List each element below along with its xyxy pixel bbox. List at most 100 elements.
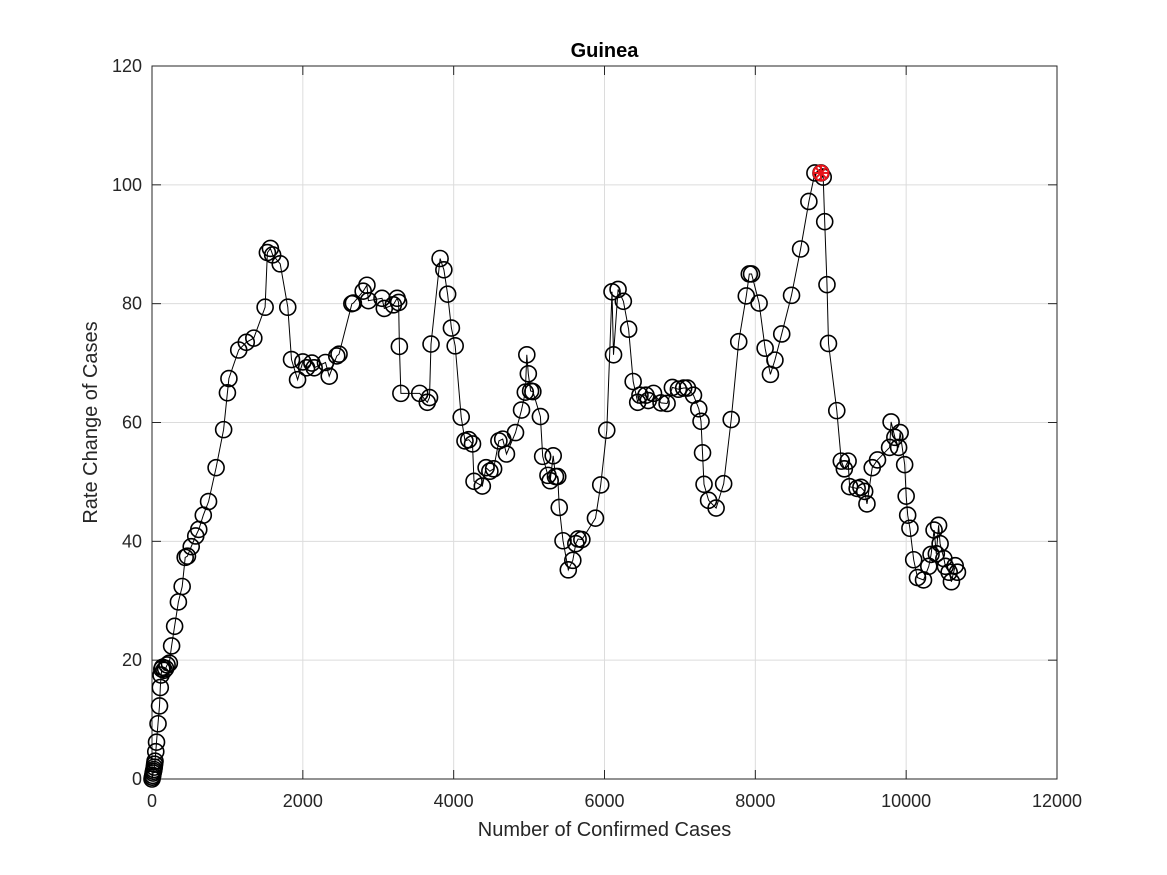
data-point	[182, 537, 201, 556]
data-point	[518, 345, 536, 364]
data-point	[835, 460, 854, 478]
data-point	[800, 192, 818, 211]
data-point	[614, 292, 633, 311]
data-point	[481, 462, 499, 481]
data-point	[948, 563, 967, 582]
x-axis-label: Number of Confirmed Cases	[478, 819, 731, 841]
data-point	[880, 438, 899, 457]
data-point	[459, 430, 478, 449]
data-point	[929, 516, 948, 535]
data-point	[597, 421, 616, 440]
data-point	[819, 334, 838, 353]
data-point	[524, 382, 542, 401]
data-point	[559, 561, 578, 579]
data-point	[791, 240, 810, 258]
data-point	[756, 339, 774, 358]
highlight-star-stroke	[814, 166, 828, 180]
data-point	[178, 547, 197, 565]
data-point	[327, 347, 346, 365]
data-point	[544, 446, 563, 465]
data-point	[245, 329, 263, 347]
data-point	[431, 249, 449, 268]
data-point	[586, 509, 605, 527]
data-point	[359, 291, 378, 310]
y-tick-label: 80	[122, 294, 142, 314]
data-point	[766, 351, 784, 369]
data-point	[729, 332, 748, 351]
data-point	[149, 714, 167, 733]
y-tick-label: 0	[132, 769, 142, 789]
y-tick-label: 120	[112, 56, 142, 76]
data-point	[722, 410, 741, 429]
data-point	[591, 476, 610, 494]
data-point	[750, 294, 768, 312]
data-point	[895, 455, 914, 474]
data-point	[497, 445, 516, 463]
data-point	[689, 400, 708, 418]
data-point	[288, 370, 307, 389]
data-point	[868, 451, 887, 469]
data-point	[564, 551, 582, 570]
data-point	[297, 359, 316, 377]
data-point	[214, 420, 233, 439]
data-point	[173, 577, 191, 596]
data-point	[531, 407, 550, 426]
y-tick-label: 100	[112, 175, 142, 195]
series-layer	[143, 164, 967, 788]
data-point	[473, 477, 492, 495]
data-point	[832, 452, 851, 470]
data-point	[282, 350, 301, 369]
data-point	[609, 280, 627, 299]
data-point	[160, 654, 179, 672]
data-point	[904, 550, 923, 569]
data-point	[782, 286, 801, 305]
data-point	[477, 458, 495, 477]
x-tick-label: 8000	[735, 791, 775, 811]
data-point	[158, 656, 176, 674]
y-axis-label: Rate Change of Cases	[80, 321, 102, 523]
data-point	[389, 293, 408, 312]
data-point	[897, 487, 915, 505]
data-point	[573, 530, 591, 549]
data-point	[922, 545, 940, 564]
data-point	[207, 458, 225, 477]
data-point	[506, 423, 525, 442]
data-point	[484, 460, 503, 478]
data-point	[218, 383, 237, 402]
x-tick-label: 6000	[584, 791, 624, 811]
data-point	[658, 394, 676, 413]
data-point	[889, 438, 908, 457]
x-tick-label: 4000	[434, 791, 474, 811]
data-point	[519, 364, 538, 383]
data-point	[891, 423, 909, 442]
data-point	[827, 401, 846, 420]
data-point	[420, 388, 439, 407]
data-point	[742, 265, 761, 283]
data-point	[940, 563, 958, 582]
axis-ticks	[151, 65, 1058, 780]
data-point	[692, 412, 710, 431]
highlight-point	[812, 164, 830, 182]
data-point	[422, 335, 440, 353]
data-point	[619, 320, 638, 339]
data-point	[305, 359, 323, 377]
data-point	[442, 319, 461, 337]
data-point	[199, 492, 218, 511]
data-point	[624, 372, 642, 391]
data-point	[901, 519, 919, 538]
data-point	[452, 408, 471, 426]
y-tick-label: 40	[122, 531, 142, 551]
data-point	[446, 337, 464, 355]
y-tick-label: 60	[122, 413, 142, 433]
data-point	[898, 506, 917, 524]
data-point	[714, 474, 733, 493]
x-tick-label: 0	[147, 791, 157, 811]
data-point	[151, 678, 170, 697]
data-point	[693, 444, 712, 462]
data-point	[604, 345, 623, 364]
data-point	[438, 285, 457, 303]
data-point	[162, 637, 181, 655]
y-tick-label: 20	[122, 650, 142, 670]
